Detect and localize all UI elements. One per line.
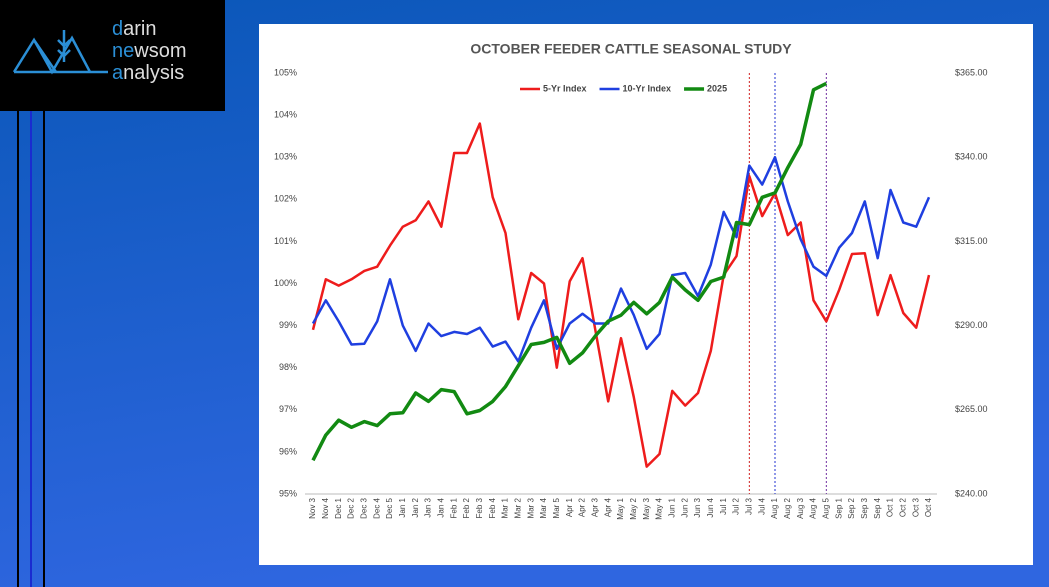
- series-line: [311, 155, 931, 363]
- x-tick-label: May 3: [642, 497, 651, 519]
- logo-line: analysis: [112, 62, 184, 84]
- legend-label: 10-Yr Index: [623, 83, 672, 93]
- x-tick-label: Mar 4: [539, 497, 548, 518]
- logo-part: nalysis: [123, 62, 184, 84]
- x-tick-label: Sep 4: [873, 497, 882, 518]
- y-tick-label: 102%: [274, 194, 297, 204]
- logo-line: newsom: [112, 40, 186, 62]
- x-tick-label: Apr 2: [578, 497, 587, 517]
- logo-part: wsom: [133, 40, 186, 62]
- x-tick-label: Jan 3: [424, 497, 433, 517]
- x-tick-label: Aug 2: [783, 497, 792, 518]
- x-tick-label: May 1: [616, 497, 625, 519]
- y2-tick-label: $365.00: [955, 67, 988, 77]
- x-tick-label: Nov 3: [308, 497, 317, 518]
- x-tick-label: Jul 3: [744, 497, 753, 514]
- x-tick-label: Mar 5: [552, 497, 561, 518]
- x-tick-label: Dec 4: [372, 497, 381, 518]
- x-tick-label: Jun 1: [667, 497, 676, 517]
- y-tick-label: 96%: [279, 446, 297, 456]
- x-tick-label: Dec 1: [334, 497, 343, 518]
- x-tick-label: Nov 4: [321, 497, 330, 518]
- x-tick-label: Feb 2: [462, 497, 471, 518]
- y-tick-label: 105%: [274, 67, 297, 77]
- x-tick-label: Jun 3: [693, 497, 702, 517]
- logo-part: a: [112, 62, 124, 84]
- series-line: [311, 122, 931, 468]
- series-line: [311, 81, 828, 462]
- x-tick-label: Jul 4: [757, 497, 766, 514]
- logo-part: ne: [112, 40, 134, 62]
- x-tick-label: Mar 2: [513, 497, 522, 518]
- logo-line: darin: [112, 18, 156, 40]
- legend-label: 5-Yr Index: [543, 83, 587, 93]
- x-tick-label: May 4: [655, 497, 664, 519]
- x-tick-label: Jan 2: [411, 497, 420, 517]
- x-tick-label: Aug 1: [770, 497, 779, 518]
- x-tick-label: Jul 2: [732, 497, 741, 514]
- x-tick-label: Oct 4: [924, 497, 933, 517]
- x-tick-label: Feb 1: [449, 497, 458, 518]
- logo-part: arin: [123, 18, 156, 40]
- y-tick-label: 104%: [274, 109, 297, 119]
- x-tick-label: Sep 1: [834, 497, 843, 518]
- x-tick-label: Dec 3: [359, 497, 368, 518]
- y-tick-label: 101%: [274, 236, 297, 246]
- x-tick-label: Mar 1: [501, 497, 510, 518]
- x-tick-label: Jun 2: [680, 497, 689, 517]
- x-tick-label: Jul 1: [719, 497, 728, 514]
- x-tick-label: Mar 3: [526, 497, 535, 518]
- x-tick-label: Jan 4: [436, 497, 445, 517]
- y-tick-label: 103%: [274, 152, 297, 162]
- chart-area: [259, 24, 1033, 565]
- y2-tick-label: $240.00: [955, 488, 988, 498]
- y-tick-label: 97%: [279, 404, 297, 414]
- x-tick-label: Apr 4: [603, 497, 612, 517]
- y2-tick-label: $340.00: [955, 152, 988, 162]
- x-tick-label: May 2: [629, 497, 638, 519]
- x-tick-label: Feb 4: [488, 497, 497, 518]
- y-tick-label: 95%: [279, 488, 297, 498]
- chart-title: OCTOBER FEEDER CATTLE SEASONAL STUDY: [470, 41, 792, 57]
- x-tick-label: Sep 3: [860, 497, 869, 518]
- x-tick-label: Apr 3: [590, 497, 599, 517]
- x-tick-label: Sep 2: [847, 497, 856, 518]
- y-tick-label: 98%: [279, 362, 297, 372]
- x-tick-label: Apr 1: [565, 497, 574, 517]
- x-tick-label: Jan 1: [398, 497, 407, 517]
- x-tick-label: Dec 2: [347, 497, 356, 518]
- x-tick-label: Aug 3: [796, 497, 805, 518]
- x-tick-label: Feb 3: [475, 497, 484, 518]
- y-tick-label: 100%: [274, 278, 297, 288]
- x-tick-label: Aug 4: [809, 497, 818, 518]
- x-tick-label: Oct 1: [886, 497, 895, 517]
- x-tick-label: Oct 2: [898, 497, 907, 517]
- y2-tick-label: $265.00: [955, 404, 988, 414]
- y2-tick-label: $315.00: [955, 236, 988, 246]
- x-tick-label: Oct 3: [911, 497, 920, 517]
- logo-box: [0, 0, 225, 111]
- x-tick-label: Dec 5: [385, 497, 394, 518]
- y-tick-label: 99%: [279, 320, 297, 330]
- x-tick-label: Jun 4: [706, 497, 715, 517]
- legend-label: 2025: [707, 83, 727, 93]
- y2-tick-label: $290.00: [955, 320, 988, 330]
- x-tick-label: Aug 5: [821, 497, 830, 518]
- logo-icon: [12, 30, 108, 75]
- logo-part: d: [112, 18, 123, 40]
